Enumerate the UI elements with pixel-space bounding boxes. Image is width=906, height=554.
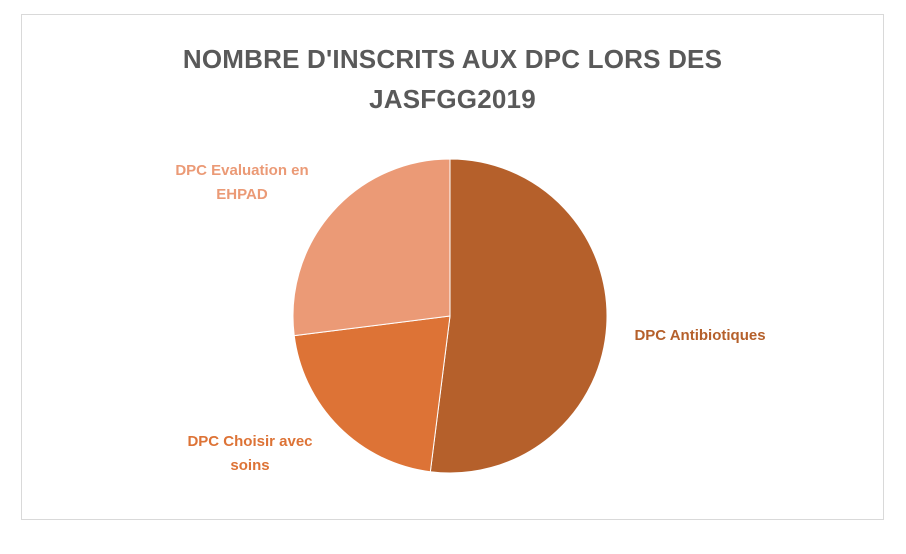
pie-slice-2 xyxy=(293,315,451,473)
chart-title: NOMBRE D'INSCRITS AUX DPC LORS DES JASFG… xyxy=(22,39,883,119)
slice-label-3-line-2: EHPAD xyxy=(216,186,268,203)
pie-slice-1 xyxy=(429,158,608,474)
pie-slice-3 xyxy=(292,158,451,337)
slice-label-2: DPC Choisir avec soins xyxy=(187,433,312,474)
slice-label-3: DPC Evaluation en EHPAD xyxy=(175,162,308,203)
slice-label-2-line-2: soins xyxy=(230,457,269,474)
slice-label-1-line-1: DPC Antibiotiques xyxy=(634,327,765,344)
slice-label-2-line-1: DPC Choisir avec xyxy=(187,433,312,450)
chart-title-line-1: NOMBRE D'INSCRITS AUX DPC LORS DES xyxy=(182,44,723,74)
slice-label-1: DPC Antibiotiques xyxy=(634,327,765,344)
slice-label-3-line-1: DPC Evaluation en xyxy=(175,162,308,179)
chart-title-line-2: JASFGG2019 xyxy=(369,84,536,114)
